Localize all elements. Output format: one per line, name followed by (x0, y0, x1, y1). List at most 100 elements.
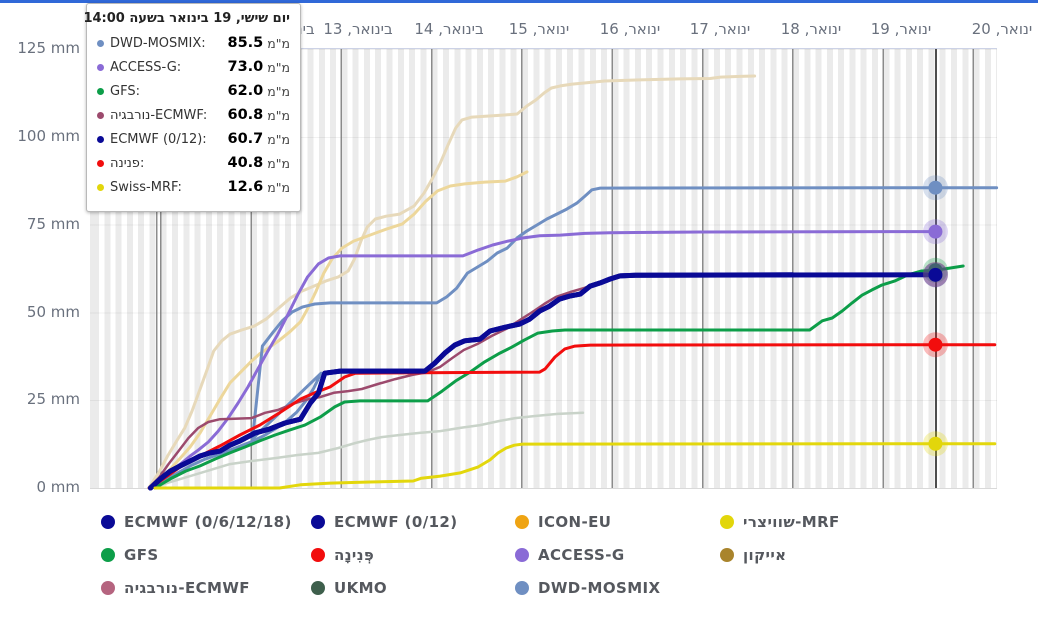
tooltip-series-label: Swiss-MRF: (110, 179, 182, 195)
tooltip-series-value: 62.0 (227, 83, 264, 99)
legend-dot-icon (720, 548, 734, 562)
series-line (153, 442, 997, 490)
series-color-dot-icon (97, 39, 104, 47)
legend-dot-icon (720, 515, 734, 529)
legend-label: GFS (124, 546, 159, 564)
series-color-dot-icon (97, 159, 104, 167)
legend-label: UKMO (334, 579, 388, 597)
series-color-dot-icon (97, 135, 104, 143)
legend-item-gfs[interactable]: GFS (101, 546, 159, 564)
legend-dot-icon (515, 548, 529, 562)
tooltip-row: DWD-MOSMIX: 85.5 מ"מ (97, 31, 290, 55)
legend-dot-icon (101, 515, 115, 529)
series-color-dot-icon (97, 183, 104, 191)
series-line (147, 273, 937, 490)
legend-label: ECMWF (0/12) (334, 513, 458, 531)
y-axis-label: 125 mm (17, 39, 80, 57)
series-line (147, 74, 757, 490)
tooltip-row: ECMWF (0/12): 60.7 מ"מ (97, 127, 290, 151)
tooltip-row: ACCESS-G: 73.0 מ"מ (97, 55, 290, 79)
tooltip-unit: מ"מ (267, 179, 290, 195)
legend-dot-icon (101, 581, 115, 595)
tooltip-series-value: 73.0 (227, 59, 264, 75)
legend-item-pnina[interactable]: פְּנִינָה (311, 546, 374, 564)
legend-dot-icon (311, 581, 325, 595)
series-color-dot-icon (97, 63, 104, 71)
legend-item-icon-eu[interactable]: ICON-EU (515, 513, 611, 531)
series-line (149, 170, 529, 490)
series-marker (928, 267, 943, 282)
top-accent-bar (0, 0, 1038, 3)
series-marker (928, 224, 943, 239)
legend-label: DWD-MOSMIX (538, 579, 661, 597)
tooltip-row: פנינה: 40.8 מ"מ (97, 151, 290, 175)
legend-label: ICON-EU (538, 513, 612, 531)
series-lines (147, 74, 999, 491)
tooltip-unit: מ"מ (267, 83, 290, 99)
series-line (149, 186, 999, 490)
tooltip-row: נורבגיה-ECMWF: 60.8 מ"מ (97, 103, 290, 127)
x-axis-label: ינואר, 16 (599, 20, 661, 38)
series-marker (928, 436, 943, 451)
x-axis-label: בינואר, 13 (323, 20, 393, 38)
tooltip-title: יום שישי, 19 בינואר בשעה 14:00 (83, 11, 290, 26)
legend-item-icon[interactable]: אייקון (720, 546, 787, 564)
y-axis-label: 100 mm (17, 127, 80, 145)
tooltip-unit: מ"מ (267, 59, 290, 75)
y-axis-label: 50 mm (26, 303, 80, 321)
y-axis-label: 25 mm (26, 390, 80, 408)
legend-dot-icon (515, 515, 529, 529)
tooltip-series-label: ECMWF (0/12): (110, 131, 207, 147)
legend-item-ukmo[interactable]: UKMO (311, 579, 387, 597)
series-line (148, 272, 938, 491)
legend-dot-icon (101, 548, 115, 562)
legend-item-swiss-mrf[interactable]: שוויצרי-MRF (720, 513, 840, 531)
x-axis-label: בינואר, 14 (414, 20, 484, 38)
tooltip-unit: מ"מ (267, 35, 290, 51)
tooltip-series-label: פנינה: (110, 155, 145, 171)
legend-item-dwd-mosmix[interactable]: DWD-MOSMIX (515, 579, 661, 597)
x-axis-label: ינואר, 19 (870, 20, 932, 38)
series-marker (928, 180, 943, 195)
tooltip-unit: מ"מ (267, 131, 290, 147)
legend-item-access-g[interactable]: ACCESS-G (515, 546, 625, 564)
series-color-dot-icon (97, 111, 104, 119)
tooltip-row: Swiss-MRF: 12.6 מ"מ (97, 175, 290, 199)
tooltip-series-value: 60.8 (227, 107, 264, 123)
tooltip-series-value: 40.8 (227, 155, 264, 171)
legend-dot-icon (311, 548, 325, 562)
legend-label: ACCESS-G (538, 546, 625, 564)
legend-dot-icon (515, 581, 529, 595)
tooltip-series-label: נורבגיה-ECMWF: (110, 107, 208, 123)
legend-item-ecmwf-0-6-12-18[interactable]: ECMWF (0/6/12/18) (101, 513, 292, 531)
x-axis-label: ינואר, 15 (508, 20, 570, 38)
tooltip-series-value: 12.6 (227, 179, 264, 195)
legend-item-ecmwf-0-12[interactable]: ECMWF (0/12) (311, 513, 458, 531)
hover-tooltip: יום שישי, 19 בינואר בשעה 14:00 DWD-MOSMI… (83, 3, 301, 212)
series-line (151, 411, 585, 490)
tooltip-series-value: 60.7 (227, 131, 264, 147)
tooltip-series-label: DWD-MOSMIX: (110, 35, 206, 51)
series-line (148, 272, 795, 491)
y-axis-label: 75 mm (26, 215, 80, 233)
x-axis-label: ינואר, 20 (971, 20, 1033, 38)
series-color-dot-icon (97, 87, 104, 95)
legend-item-ecmwf-norway[interactable]: נורבגיה-ECMWF (101, 579, 250, 597)
x-axis-label: ינואר, 18 (780, 20, 842, 38)
legend-label: נורבגיה-ECMWF (124, 579, 250, 597)
y-axis-label: 0 mm (36, 478, 80, 496)
series-marker (928, 337, 943, 352)
legend-label: פְּנִינָה (334, 546, 375, 564)
series-line (153, 264, 965, 490)
legend-label: שוויצרי-MRF (743, 513, 840, 531)
tooltip-series-label: ACCESS-G: (110, 59, 182, 75)
tooltip-series-value: 85.5 (227, 35, 264, 51)
tooltip-row: GFS: 62.0 מ"מ (97, 79, 290, 103)
legend-dot-icon (311, 515, 325, 529)
tooltip-unit: מ"מ (267, 155, 290, 171)
tooltip-unit: מ"מ (267, 107, 290, 123)
tooltip-series-label: GFS: (110, 83, 140, 99)
legend-label: אייקון (743, 546, 787, 564)
x-axis-label: ינואר, 17 (689, 20, 751, 38)
